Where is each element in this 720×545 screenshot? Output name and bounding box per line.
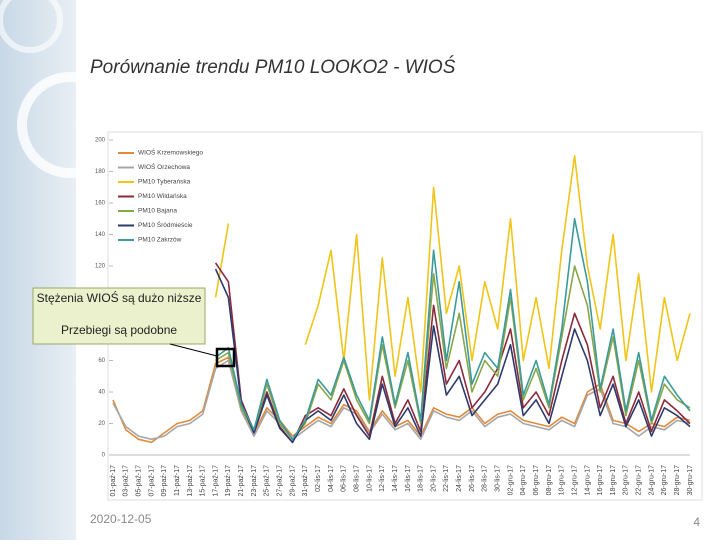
legend-label: PM10 Śródmieście (138, 220, 193, 229)
x-tick-label: 16-lis-17 (405, 465, 412, 492)
y-tick-label: 160 (95, 201, 106, 207)
x-tick-label: 08-gru-17 (546, 465, 553, 495)
series-line (215, 218, 691, 441)
x-tick-label: 12-lis-17 (379, 465, 386, 492)
x-tick-label: 15-paź-17 (200, 465, 207, 497)
x-tick-label: 10-lis-17 (366, 465, 373, 492)
legend-label: PM10 Bajana (138, 208, 177, 215)
x-tick-label: 22-lis-17 (443, 465, 450, 492)
legend-label: WIOŚ Krzemowskiego (138, 148, 203, 157)
x-tick-label: 12-gru-17 (571, 465, 578, 495)
x-tick-label: 02-lis-17 (315, 465, 322, 492)
x-tick-label: 24-gru-17 (648, 465, 655, 495)
decor-circle (17, 72, 123, 178)
legend-label: WIOŚ Orzechowa (138, 162, 190, 171)
x-tick-label: 27-paź-17 (277, 465, 284, 497)
decor-circle (0, 0, 63, 53)
x-tick-label: 20-gru-17 (623, 465, 630, 495)
x-tick-label: 18-lis-17 (418, 465, 425, 492)
x-tick-label: 03-paź-17 (123, 465, 130, 497)
x-tick-label: 07-paź-17 (148, 465, 155, 497)
series-line (214, 268, 691, 444)
x-tick-label: 18-gru-17 (610, 465, 617, 495)
series-line (214, 155, 691, 401)
x-tick-label: 19-paź-17 (225, 465, 232, 497)
x-tick-label: 06-lis-17 (341, 465, 348, 492)
page-number: 4 (693, 515, 700, 529)
annotation-arrow (169, 343, 218, 357)
x-tick-label: 10-gru-17 (559, 465, 566, 495)
y-tick-label: 0 (102, 453, 106, 459)
x-tick-label: 09-paź-17 (161, 465, 168, 497)
annotation-text: Stężenia WIOŚ są dużo niższe (37, 290, 202, 305)
x-tick-label: 22-gru-17 (636, 465, 643, 495)
x-tick-label: 16-gru-17 (597, 465, 604, 495)
x-tick-label: 01-paź-17 (110, 465, 117, 497)
highlight-square (215, 347, 236, 368)
x-tick-label: 02-gru-17 (507, 465, 514, 495)
x-tick-label: 06-gru-17 (533, 465, 540, 495)
x-tick-label: 11-paź-17 (174, 465, 181, 496)
x-tick-label: 13-paź-17 (187, 465, 194, 497)
x-tick-label: 30-lis-17 (495, 465, 502, 492)
x-tick-label: 17-paź-17 (212, 465, 219, 497)
x-tick-label: 31-paź-17 (302, 465, 309, 497)
y-tick-label: 180 (95, 169, 106, 175)
y-tick-label: 200 (95, 138, 106, 144)
annotation-text: Przebiegi są podobne (61, 323, 177, 337)
x-tick-label: 04-gru-17 (520, 465, 527, 495)
x-tick-label: 20-lis-17 (430, 465, 437, 492)
legend-label: PM10 Tyberańska (138, 179, 191, 186)
x-tick-label: 29-paź-17 (289, 465, 296, 497)
x-tick-label: 30-gru-17 (687, 465, 694, 495)
y-tick-label: 60 (98, 358, 105, 364)
x-tick-label: 26-lis-17 (469, 465, 476, 492)
y-tick-label: 120 (95, 264, 106, 270)
x-tick-label: 28-gru-17 (674, 465, 681, 495)
y-tick-label: 40 (98, 390, 105, 396)
y-tick-label: 20 (98, 421, 105, 427)
x-tick-label: 04-lis-17 (328, 465, 335, 492)
x-tick-label: 14-lis-17 (392, 465, 399, 492)
x-tick-label: 25-paź-17 (264, 465, 271, 497)
x-tick-label: 08-lis-17 (353, 465, 360, 492)
x-tick-label: 26-gru-17 (661, 465, 668, 495)
x-tick-label: 14-gru-17 (584, 465, 591, 495)
chart: 02040608010012014016018020001-paź-1703-p… (95, 138, 694, 497)
x-tick-label: 05-paź-17 (135, 465, 142, 497)
x-tick-label: 24-lis-17 (456, 465, 463, 492)
legend-label: PM10 Wildańska (138, 193, 187, 200)
x-tick-label: 23-paź-17 (251, 465, 258, 497)
y-tick-label: 140 (95, 232, 106, 238)
series-line (112, 359, 691, 441)
slide-date: 2020-12-05 (90, 512, 152, 526)
legend-label: PM10 Zakrzów (138, 237, 182, 244)
annotation-box (32, 287, 206, 345)
slide-title: Porównanie trendu PM10 LOOKO2 - WIOŚ (90, 56, 456, 78)
x-tick-label: 21-paź-17 (238, 465, 245, 497)
x-tick-label: 28-lis-17 (482, 465, 489, 492)
